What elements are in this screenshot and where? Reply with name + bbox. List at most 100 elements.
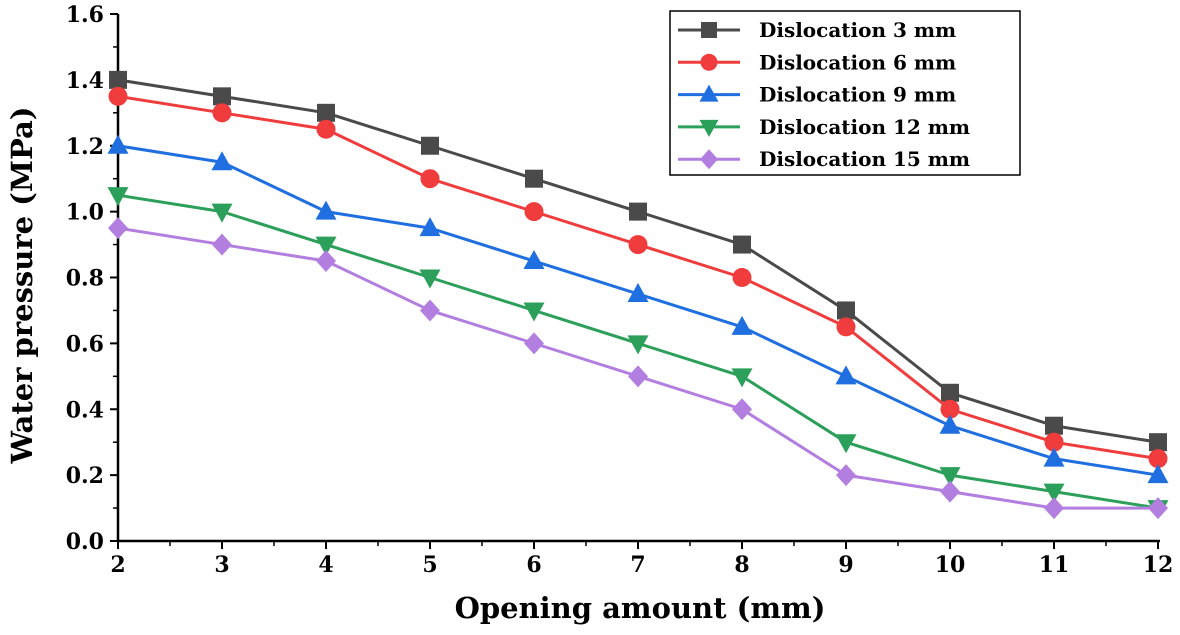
series-5: [108, 217, 1168, 520]
x-axis-title: Opening amount (mm): [455, 591, 826, 625]
y-tick-label: 0.8: [66, 266, 104, 292]
data-point: [420, 299, 440, 322]
series-2: [108, 86, 1168, 469]
data-point: [1149, 433, 1167, 452]
y-tick-label: 0.2: [66, 463, 104, 489]
data-point: [212, 233, 232, 256]
legend-entry: Dislocation 12 mm: [678, 115, 970, 139]
legend-label: Dislocation 3 mm: [759, 18, 956, 42]
data-point: [837, 301, 855, 320]
data-point: [523, 302, 545, 322]
data-point: [836, 317, 856, 337]
data-point: [836, 464, 856, 487]
data-point: [213, 87, 231, 106]
data-point: [1148, 449, 1168, 469]
data-point: [628, 365, 648, 388]
x-tick-label: 10: [935, 552, 966, 578]
x-tick-label: 4: [318, 552, 333, 578]
data-point: [109, 70, 127, 89]
x-tick-label: 5: [422, 552, 437, 578]
series-3: [107, 134, 1169, 484]
legend-marker: [700, 149, 718, 170]
data-point: [629, 202, 647, 221]
series-4: [107, 187, 1169, 520]
plot-area: [107, 70, 1169, 520]
legend-label: Dislocation 15 mm: [759, 147, 970, 171]
data-point: [1147, 464, 1169, 484]
legend-label: Dislocation 9 mm: [759, 83, 956, 107]
data-point: [627, 282, 649, 302]
data-point: [419, 269, 441, 289]
y-tick-label: 1.6: [66, 2, 104, 28]
data-point: [835, 365, 857, 385]
data-point: [1044, 432, 1064, 452]
data-point: [733, 235, 751, 254]
legend-label: Dislocation 12 mm: [759, 115, 970, 139]
x-tick-label: 11: [1039, 552, 1070, 578]
data-point: [940, 399, 960, 419]
x-tick-label: 12: [1143, 552, 1174, 578]
data-point: [525, 169, 543, 188]
y-tick-label: 0.4: [66, 397, 104, 423]
data-point: [316, 119, 336, 139]
data-point: [731, 368, 753, 388]
x-tick-label: 9: [838, 552, 853, 578]
series-1: [109, 70, 1167, 452]
data-point: [523, 250, 545, 270]
legend-label: Dislocation 6 mm: [759, 50, 956, 74]
data-point: [316, 250, 336, 273]
legend-marker: [701, 22, 717, 38]
data-point: [317, 103, 335, 122]
data-point: [732, 268, 752, 287]
data-point: [627, 335, 649, 355]
x-tick-label: 3: [214, 552, 229, 578]
x-tick-label: 8: [734, 552, 749, 578]
data-point: [524, 332, 544, 355]
data-point: [939, 467, 961, 487]
y-tick-label: 0.0: [66, 529, 104, 555]
data-point: [108, 86, 128, 106]
data-point: [1148, 497, 1168, 520]
data-point: [419, 217, 441, 237]
data-point: [1044, 497, 1064, 520]
data-point: [107, 187, 129, 207]
x-tick-label: 6: [526, 552, 541, 578]
legend-marker: [699, 119, 719, 137]
x-tick-label: 2: [110, 552, 125, 578]
legend-entry: Dislocation 9 mm: [678, 83, 956, 107]
data-point: [315, 236, 337, 256]
legend-box: [669, 10, 1021, 176]
y-tick-label: 0.6: [66, 331, 104, 357]
data-point: [628, 235, 648, 255]
axes: 2 3 4 5 6 7 8 9 10 11 12 0.0 0.2 0.4 0.6 0.8 1.0 1.2 1.4 1.…: [66, 2, 1174, 578]
data-point: [107, 134, 129, 154]
legend-marker: [699, 84, 719, 102]
data-point: [939, 414, 961, 434]
legend-entry: Dislocation 15 mm: [678, 147, 970, 171]
data-point: [421, 136, 439, 155]
data-point: [420, 169, 440, 189]
data-point: [1043, 483, 1065, 503]
data-point: [212, 103, 232, 123]
data-point: [835, 434, 857, 454]
data-point: [732, 398, 752, 421]
legend-entry: Dislocation 6 mm: [678, 50, 956, 74]
y-tick-label: 1.4: [66, 68, 104, 94]
data-point: [1045, 416, 1063, 435]
data-point: [940, 480, 960, 503]
data-point: [108, 217, 128, 240]
data-point: [315, 200, 337, 220]
legend-entry: Dislocation 3 mm: [678, 18, 956, 42]
data-point: [211, 151, 233, 171]
data-point: [1043, 447, 1065, 467]
data-point: [731, 315, 753, 335]
data-point: [941, 383, 959, 402]
legend: Dislocation 3 mm Dislocation 6 mm Dislocat…: [669, 10, 1021, 176]
y-tick-label: 1.0: [66, 200, 104, 226]
y-axis-title: Water pressure (MPa): [5, 107, 39, 465]
data-point: [524, 202, 544, 222]
legend-marker: [700, 53, 718, 71]
x-tick-label: 7: [630, 552, 645, 578]
y-tick-label: 1.2: [66, 134, 104, 160]
